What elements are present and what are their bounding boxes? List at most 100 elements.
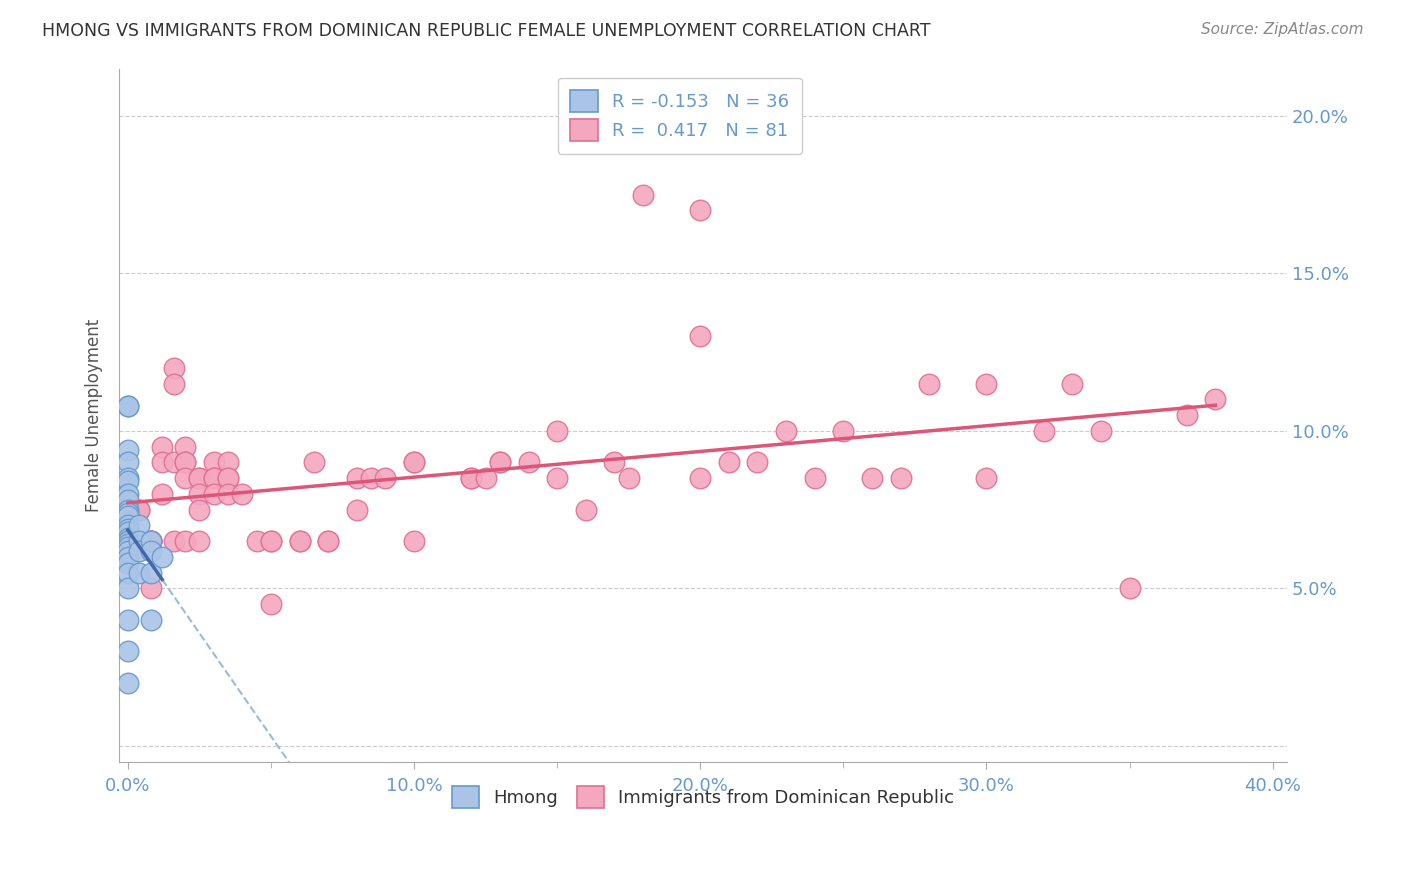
Point [603, 455, 626, 469]
Point [1062, 376, 1084, 391]
Point [174, 455, 197, 469]
Point [174, 455, 197, 469]
Point [346, 471, 368, 485]
Point [128, 534, 150, 549]
Point [128, 518, 150, 533]
Text: HMONG VS IMMIGRANTS FROM DOMINICAN REPUBLIC FEMALE UNEMPLOYMENT CORRELATION CHAR: HMONG VS IMMIGRANTS FROM DOMINICAN REPUB… [42, 22, 931, 40]
Point [689, 471, 711, 485]
Point [117, 534, 139, 549]
Point [117, 534, 139, 549]
Point [188, 502, 211, 516]
Point [1175, 408, 1198, 422]
Point [117, 524, 139, 539]
Point [260, 534, 283, 549]
Point [517, 455, 540, 469]
Point [402, 455, 425, 469]
Point [460, 471, 482, 485]
Point [117, 399, 139, 413]
Point [117, 531, 139, 545]
Point [217, 487, 239, 501]
Point [117, 582, 139, 596]
Point [402, 534, 425, 549]
Point [117, 508, 139, 523]
Point [150, 549, 173, 564]
Point [174, 471, 197, 485]
Point [260, 597, 283, 611]
Point [217, 455, 239, 469]
Point [631, 187, 654, 202]
Point [832, 424, 855, 438]
Point [139, 543, 162, 558]
Point [117, 522, 139, 536]
Y-axis label: Female Unemployment: Female Unemployment [86, 318, 103, 512]
Point [117, 442, 139, 457]
Point [117, 399, 139, 413]
Point [976, 376, 998, 391]
Point [246, 534, 269, 549]
Point [474, 471, 496, 485]
Point [117, 566, 139, 580]
Point [188, 471, 211, 485]
Point [117, 534, 139, 549]
Point [374, 471, 396, 485]
Point [775, 424, 797, 438]
Point [202, 487, 225, 501]
Point [316, 534, 339, 549]
Point [188, 534, 211, 549]
Point [163, 534, 186, 549]
Point [202, 455, 225, 469]
Point [139, 534, 162, 549]
Point [117, 502, 139, 516]
Point [163, 455, 186, 469]
Point [489, 455, 512, 469]
Point [360, 471, 382, 485]
Point [288, 534, 311, 549]
Point [139, 613, 162, 627]
Point [117, 537, 139, 551]
Point [128, 502, 150, 516]
Legend: Hmong, Immigrants from Dominican Republic: Hmong, Immigrants from Dominican Republi… [444, 779, 962, 815]
Point [202, 471, 225, 485]
Point [489, 455, 512, 469]
Point [231, 487, 253, 501]
Point [150, 455, 173, 469]
Point [150, 440, 173, 454]
Point [202, 471, 225, 485]
Point [918, 376, 941, 391]
Point [976, 471, 998, 485]
Point [188, 471, 211, 485]
Point [1032, 424, 1054, 438]
Point [546, 424, 568, 438]
Point [1204, 392, 1226, 407]
Point [402, 455, 425, 469]
Point [575, 502, 598, 516]
Point [689, 329, 711, 343]
Point [150, 487, 173, 501]
Point [128, 566, 150, 580]
Point [117, 455, 139, 469]
Point [717, 455, 740, 469]
Point [217, 471, 239, 485]
Point [747, 455, 769, 469]
Point [1090, 424, 1112, 438]
Point [803, 471, 825, 485]
Point [139, 534, 162, 549]
Point [163, 376, 186, 391]
Point [128, 502, 150, 516]
Point [1118, 582, 1140, 596]
Text: Source: ZipAtlas.com: Source: ZipAtlas.com [1201, 22, 1364, 37]
Point [128, 543, 150, 558]
Point [174, 534, 197, 549]
Point [302, 455, 325, 469]
Point [139, 566, 162, 580]
Point [117, 541, 139, 555]
Point [117, 534, 139, 549]
Point [117, 487, 139, 501]
Point [117, 613, 139, 627]
Point [174, 440, 197, 454]
Point [546, 471, 568, 485]
Point [117, 543, 139, 558]
Point [288, 534, 311, 549]
Point [890, 471, 912, 485]
Point [139, 534, 162, 549]
